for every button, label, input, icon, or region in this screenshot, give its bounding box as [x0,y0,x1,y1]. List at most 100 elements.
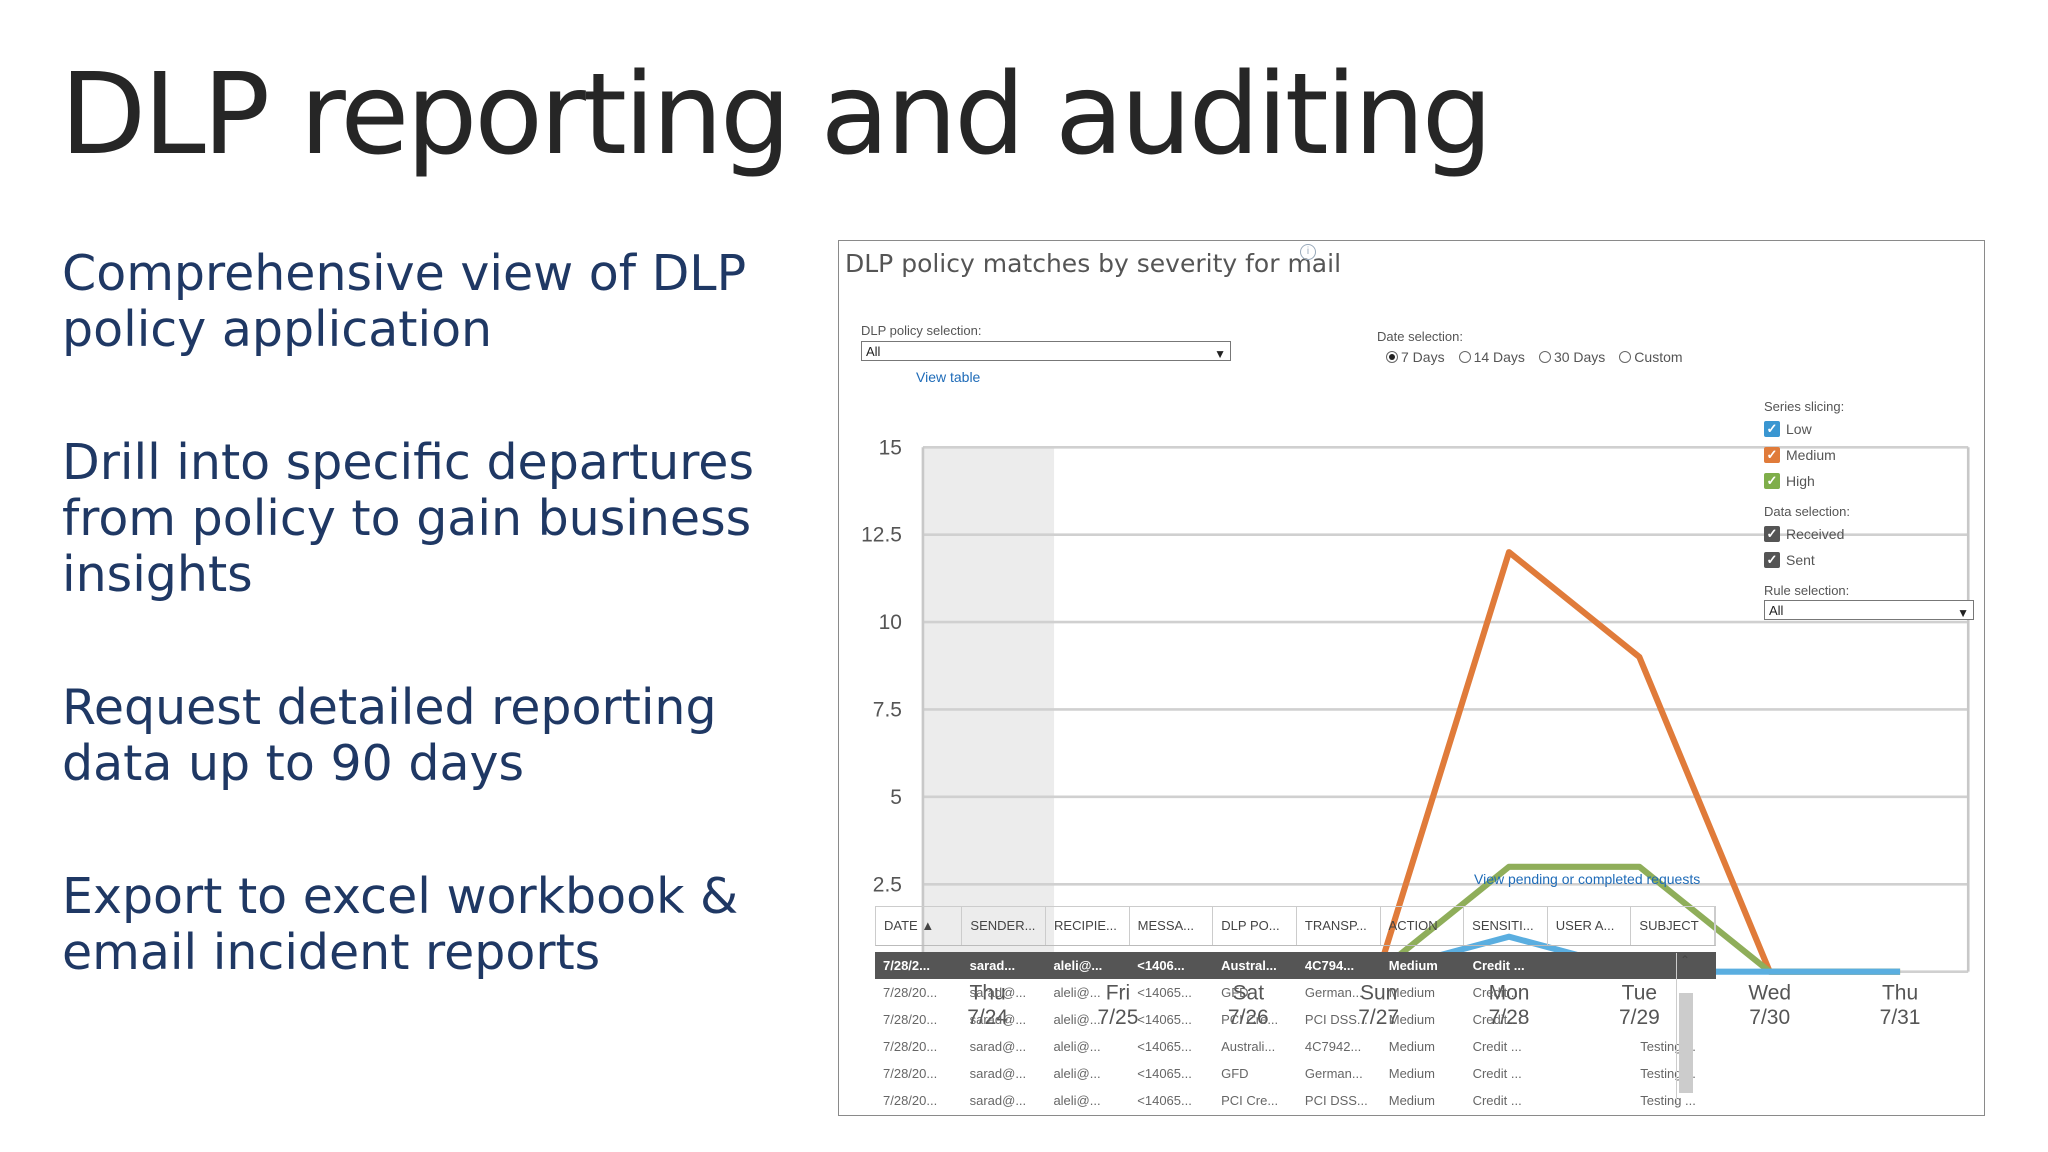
y-tick-label: 2.5 [873,873,902,896]
policy-selection-label: DLP policy selection: [861,323,982,338]
table-cell: PCI DSS... [1304,1093,1368,1108]
column-header[interactable]: TRANSP... [1297,907,1381,945]
column-header[interactable]: DLP PO... [1213,907,1297,945]
date-radio-group: 7 Days 14 Days 30 Days Custom [1386,349,1683,365]
bullet-list: Comprehensive view of DLP policy applica… [62,246,782,1058]
series-slicing-label: Series slicing: [1764,399,1845,414]
table-row[interactable]: 7/28/20... sarad@... aleli@... <14065... PCI… [875,1087,1716,1114]
table-cell: Medium [1388,1066,1435,1081]
table-row[interactable]: 7/28/20... sarad@... aleli@... <14065... PCI… [875,1006,1716,1033]
table-cell: sarad@... [969,1039,1027,1054]
x-tick-label: 7/30 [1749,1006,1790,1029]
dlp-report-screenshot: DLP policy matches by severity for mail … [838,240,1985,1116]
chevron-down-icon: ▼ [1957,606,1969,620]
scroll-thumb[interactable] [1679,993,1693,1093]
y-tick-label: 12.5 [861,524,902,547]
table-cell: Credit ... [1472,1039,1522,1054]
table-cell: Medium [1388,958,1438,973]
chevron-up-icon[interactable]: ⌃ [1680,953,1691,967]
incident-table: DATE ▲ SENDER... RECIPIE... MESSA... DLP PO.… [875,906,1716,1114]
table-cell: Australi... [1221,1039,1276,1054]
table-cell: 7/28/20... [883,985,938,1000]
table-cell: aleli@... [1053,985,1101,1000]
table-cell: sarad@... [969,1012,1027,1027]
x-tick-label: Thu [1882,982,1918,1005]
radio-icon [1538,351,1551,363]
table-cell: sarad... [969,958,1016,973]
column-header[interactable]: ACTION [1381,907,1465,945]
date-option-7-days[interactable]: 7 Days [1386,349,1445,365]
table-cell: sarad@... [969,1066,1027,1081]
bullet-item: Request detailed reporting data up to 90… [62,679,717,792]
x-tick-label: 7/25 [1098,1006,1139,1029]
column-header[interactable]: MESSA... [1130,907,1214,945]
radio-icon [1619,351,1632,363]
policy-select[interactable]: All ▼ [861,341,1231,361]
data-selection-label: Data selection: [1764,504,1850,519]
table-cell: aleli@... [1053,1066,1101,1081]
checkbox-checked-icon: ✓ [1764,526,1780,542]
rule-select[interactable]: All ▼ [1764,600,1974,620]
x-tick-label: 7/31 [1880,1006,1921,1029]
column-header[interactable]: SENDER... [962,907,1047,945]
table-cell: German... [1304,985,1363,1000]
column-header[interactable]: SENSITI... [1464,907,1548,945]
table-cell: aleli@... [1053,1012,1101,1027]
data-checkbox-received[interactable]: ✓ Received [1764,521,1979,547]
x-tick-label: Fri [1106,982,1130,1005]
data-checkbox-sent[interactable]: ✓ Sent [1764,547,1979,573]
radio-selected-icon [1386,351,1398,363]
x-tick-label: Thu [970,982,1006,1005]
table-cell: Credit ... [1472,1012,1522,1027]
checkbox-checked-icon: ✓ [1764,552,1780,568]
table-cell: Testing ... [1640,1093,1696,1108]
table-cell: aleli@... [1053,1039,1101,1054]
table-cell: <14065... [1137,1039,1192,1054]
date-option-custom[interactable]: Custom [1619,349,1683,365]
table-cell: <14065... [1137,1066,1192,1081]
view-requests-link[interactable]: View pending or completed requests [1474,871,1701,887]
date-option-30-days[interactable]: 30 Days [1538,349,1605,365]
x-tick-label: Tue [1622,982,1657,1005]
info-icon[interactable]: i [1300,244,1316,260]
view-table-link[interactable]: View table [916,369,981,385]
column-header[interactable]: SUBJECT [1631,907,1716,945]
rule-select-value: All [1769,603,1784,618]
table-scrollbar[interactable]: ⌃ [1676,953,1695,1103]
checkbox-checked-icon: ✓ [1764,421,1780,437]
table-row[interactable]: 7/28/20... sarad@... aleli@... <14065... GFD… [875,1060,1716,1087]
series-checkbox-high[interactable]: ✓ High [1764,468,1979,494]
table-cell: 7/28/20... [883,1093,938,1108]
table-cell: <1406... [1137,958,1185,973]
table-cell: GFD [1221,1066,1249,1081]
series-checkbox-medium[interactable]: ✓ Medium [1764,442,1979,468]
x-tick-label: 7/29 [1619,1006,1660,1029]
table-cell: PCI Cre... [1221,1012,1279,1027]
table-cell: GFD [1221,985,1249,1000]
x-tick-label: 7/24 [967,1006,1008,1029]
checkbox-checked-icon: ✓ [1764,447,1780,463]
column-header[interactable]: DATE ▲ [876,907,963,945]
table-cell: 4C794... [1304,958,1355,973]
table-row[interactable]: 7/28/20... sarad@... aleli@... <14065... Aus… [875,1033,1716,1060]
x-tick-label: Wed [1748,982,1791,1005]
y-tick-label: 15 [879,436,902,459]
table-cell: Medium [1388,985,1435,1000]
table-cell: <14065... [1137,1012,1192,1027]
table-cell: Credit ... [1472,1066,1522,1081]
table-cell: sarad@... [969,985,1027,1000]
policy-select-value: All [866,344,881,359]
series-checkbox-low[interactable]: ✓ Low [1764,416,1979,442]
x-tick-label: Sat [1233,982,1265,1005]
table-cell: 7/28/20... [883,1012,938,1027]
x-tick-label: 7/27 [1358,1006,1399,1029]
table-cell: Medium [1388,1012,1435,1027]
column-header[interactable]: USER A... [1548,907,1632,945]
table-row[interactable]: 7/28/20... sarad@... aleli@... <14065... GFD… [875,979,1716,1006]
column-header[interactable]: RECIPIE... [1046,907,1130,945]
table-row[interactable]: 7/28/2... sarad... aleli@... <1406... Austra… [875,952,1716,979]
filter-sidebar: Series slicing: ✓ Low ✓ Medium ✓ High Data … [1764,389,1979,620]
bullet-item: Drill into specific departures from poli… [62,434,754,603]
table-cell: 7/28/20... [883,1066,938,1081]
date-option-14-days[interactable]: 14 Days [1458,349,1525,365]
